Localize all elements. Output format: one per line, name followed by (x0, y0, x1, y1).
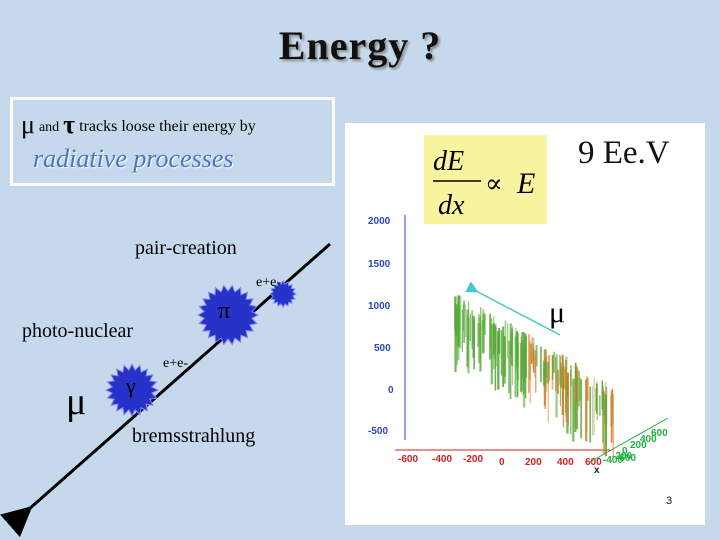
y-tick-label: 1500 (368, 259, 391, 270)
photo-nuclear-burst (269, 280, 297, 308)
plot-muon-label: μ (549, 296, 566, 329)
formula-rhs: E (516, 167, 535, 200)
z-tick-label: 0 (622, 446, 628, 457)
x-tick-label: 400 (557, 457, 574, 468)
energy-label: 9 Ee.V (578, 135, 670, 171)
formula-denominator: dx (438, 190, 465, 221)
x-tick-label: 200 (525, 457, 542, 468)
tau-symbol: τ (63, 110, 76, 139)
z-tick-label: -400 (603, 455, 623, 466)
plot-muon-arrow (465, 281, 561, 336)
electron-pair-label-lower: e+e- (163, 356, 188, 371)
info-line: μ and τ tracks loose their energy by (21, 110, 256, 140)
muon-symbol: μ (66, 381, 87, 423)
z-tick-label: 400 (640, 434, 657, 445)
page-number: 3 (666, 495, 673, 507)
x-tick-label: -200 (463, 454, 483, 465)
electron-pair-label-upper: e+e- (256, 275, 281, 290)
shower-track (454, 295, 614, 458)
y-tick-label: 1000 (368, 301, 391, 312)
pi-symbol: π (218, 298, 231, 324)
slide-title: Energy ? (278, 23, 442, 68)
z-tick-label: -200 (612, 451, 632, 462)
formula-propto: ∝ (485, 169, 503, 198)
bremsstrahlung-burst (104, 362, 160, 418)
y-tick-label: 2000 (368, 216, 391, 227)
x-axis-label: x (594, 465, 600, 476)
formula-numerator: dE (433, 146, 464, 177)
pair-creation-burst (196, 284, 260, 346)
y-tick-label: 500 (374, 343, 391, 354)
tracks-text: tracks loose their energy by (79, 118, 256, 135)
z-tick-label: 200 (630, 440, 647, 451)
formula: dE dx ∝ E (433, 146, 535, 221)
x-tick-label: -600 (398, 454, 418, 465)
bremsstrahlung-label: bremsstrahlung (132, 425, 256, 447)
x-tick-label: -400 (432, 454, 452, 465)
mu-symbol: μ (21, 110, 35, 139)
y-tick-label: -500 (368, 426, 388, 437)
photo-nuclear-label: photo-nuclear (22, 320, 134, 342)
and-text: and (38, 120, 60, 135)
z-tick-label: -600 (616, 453, 636, 464)
x-tick-label: 0 (499, 457, 505, 468)
radiative-processes-text: radiative processes (33, 144, 234, 173)
gamma-symbol: γ (126, 373, 136, 398)
formula-box (424, 135, 547, 224)
pair-creation-label: pair-creation (135, 237, 237, 259)
info-box: μ and τ tracks loose their energy by rad… (10, 97, 335, 186)
y-tick-label: 0 (388, 385, 394, 396)
plot-axes: 2000 1500 1000 500 0 -500 -600 -400 -200… (368, 215, 669, 476)
x-tick-label: 600 (585, 457, 602, 468)
z-tick-label: 600 (651, 428, 668, 439)
